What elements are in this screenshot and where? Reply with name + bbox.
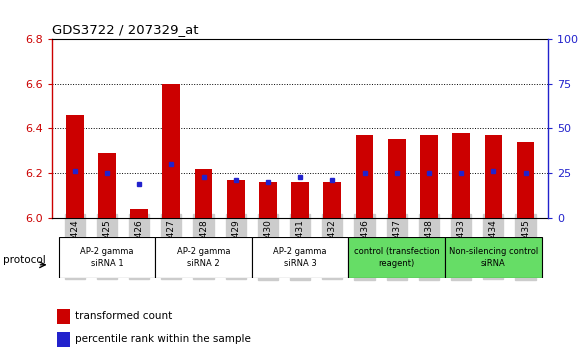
Bar: [57, 309, 70, 324]
Bar: [356, 135, 374, 218]
Text: AP-2 gamma
siRNA 1: AP-2 gamma siRNA 1: [80, 247, 134, 268]
Bar: [445, 237, 542, 278]
Bar: [155, 237, 252, 278]
Bar: [420, 135, 438, 218]
Bar: [349, 237, 445, 278]
Bar: [388, 139, 405, 218]
Bar: [162, 84, 180, 218]
Bar: [130, 209, 148, 218]
Bar: [324, 182, 341, 218]
Text: control (transfection
reagent): control (transfection reagent): [354, 247, 440, 268]
Bar: [195, 169, 212, 218]
Bar: [59, 237, 155, 278]
Bar: [484, 135, 502, 218]
Bar: [452, 133, 470, 218]
Bar: [98, 153, 116, 218]
Bar: [259, 182, 277, 218]
Text: AP-2 gamma
siRNA 3: AP-2 gamma siRNA 3: [273, 247, 327, 268]
Text: GDS3722 / 207329_at: GDS3722 / 207329_at: [52, 23, 199, 36]
Text: protocol: protocol: [3, 255, 46, 265]
Bar: [227, 180, 245, 218]
Bar: [66, 115, 84, 218]
Bar: [57, 332, 70, 347]
Bar: [517, 142, 534, 218]
Text: Non-silencing control
siRNA: Non-silencing control siRNA: [449, 247, 538, 268]
Bar: [291, 182, 309, 218]
Text: percentile rank within the sample: percentile rank within the sample: [74, 335, 251, 344]
Text: AP-2 gamma
siRNA 2: AP-2 gamma siRNA 2: [177, 247, 230, 268]
Bar: [252, 237, 349, 278]
Text: transformed count: transformed count: [74, 312, 172, 321]
